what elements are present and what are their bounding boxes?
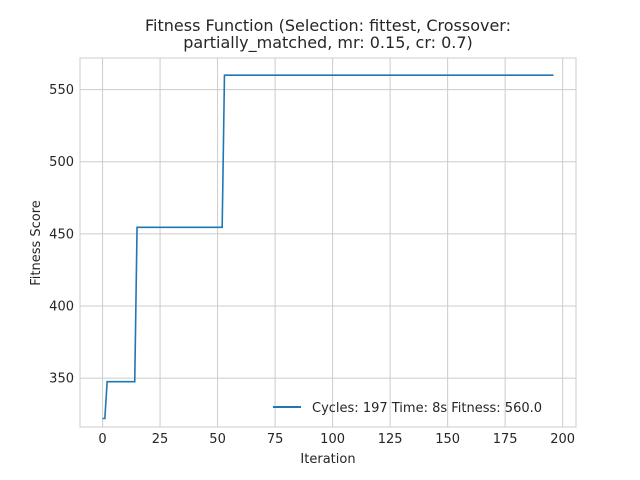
y-tick-label: 550	[49, 83, 74, 98]
series-line-0	[102, 74, 554, 420]
x-tick-label: 150	[435, 432, 460, 447]
x-tick-label: 125	[378, 432, 403, 447]
chart-title-line-1: Fitness Function (Selection: fittest, Cr…	[145, 16, 511, 35]
y-axis-label: Fitness Score	[29, 200, 44, 286]
x-tick-label: 0	[98, 432, 106, 447]
grid-lines	[80, 58, 576, 427]
x-tick-label: 50	[209, 432, 226, 447]
tick-labels: 0 25 50 75 100 125 150 175 200 350 400 450 500 550	[49, 83, 575, 447]
series-layer	[102, 74, 554, 420]
x-tick-label: 175	[493, 432, 518, 447]
y-tick-label: 400	[49, 299, 74, 314]
x-tick-label: 25	[152, 432, 169, 447]
legend-label: Cycles: 197 Time: 8s Fitness: 560.0	[312, 401, 542, 416]
plot-area-frame	[79, 57, 577, 428]
x-tick-label: 75	[267, 432, 284, 447]
y-tick-label: 450	[49, 227, 74, 242]
x-axis-label: Iteration	[300, 452, 355, 467]
chart-title-line-2: partially_matched, mr: 0.15, cr: 0.7)	[183, 33, 473, 53]
x-tick-label: 100	[320, 432, 345, 447]
x-tick-label: 200	[550, 432, 575, 447]
y-tick-label: 350	[49, 372, 74, 387]
legend: Cycles: 197 Time: 8s Fitness: 560.0	[273, 401, 542, 416]
y-tick-label: 500	[49, 155, 74, 170]
